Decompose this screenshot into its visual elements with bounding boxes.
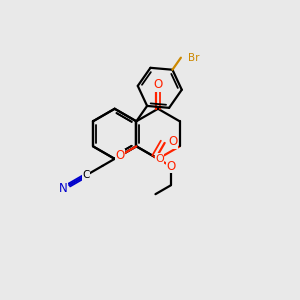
Text: C: C (82, 170, 89, 181)
Text: O: O (155, 154, 164, 164)
Text: O: O (168, 135, 177, 148)
Text: O: O (153, 78, 163, 91)
Text: N: N (58, 182, 67, 195)
Text: Br: Br (188, 53, 200, 63)
Text: O: O (115, 149, 124, 162)
Text: O: O (166, 160, 176, 173)
